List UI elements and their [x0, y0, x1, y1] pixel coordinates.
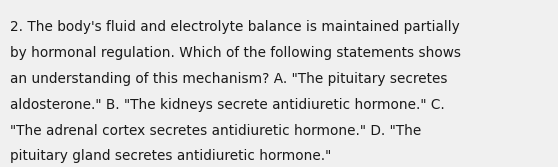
Text: an understanding of this mechanism? A. "The pituitary secretes: an understanding of this mechanism? A. "… [10, 72, 448, 86]
Text: "The adrenal cortex secretes antidiuretic hormone." D. "The: "The adrenal cortex secretes antidiureti… [10, 124, 421, 138]
Text: by hormonal regulation. Which of the following statements shows: by hormonal regulation. Which of the fol… [10, 46, 461, 60]
Text: aldosterone." B. "The kidneys secrete antidiuretic hormone." C.: aldosterone." B. "The kidneys secrete an… [10, 98, 445, 112]
Text: 2. The body's fluid and electrolyte balance is maintained partially: 2. The body's fluid and electrolyte bala… [10, 20, 460, 34]
Text: pituitary gland secretes antidiuretic hormone.": pituitary gland secretes antidiuretic ho… [10, 149, 331, 163]
